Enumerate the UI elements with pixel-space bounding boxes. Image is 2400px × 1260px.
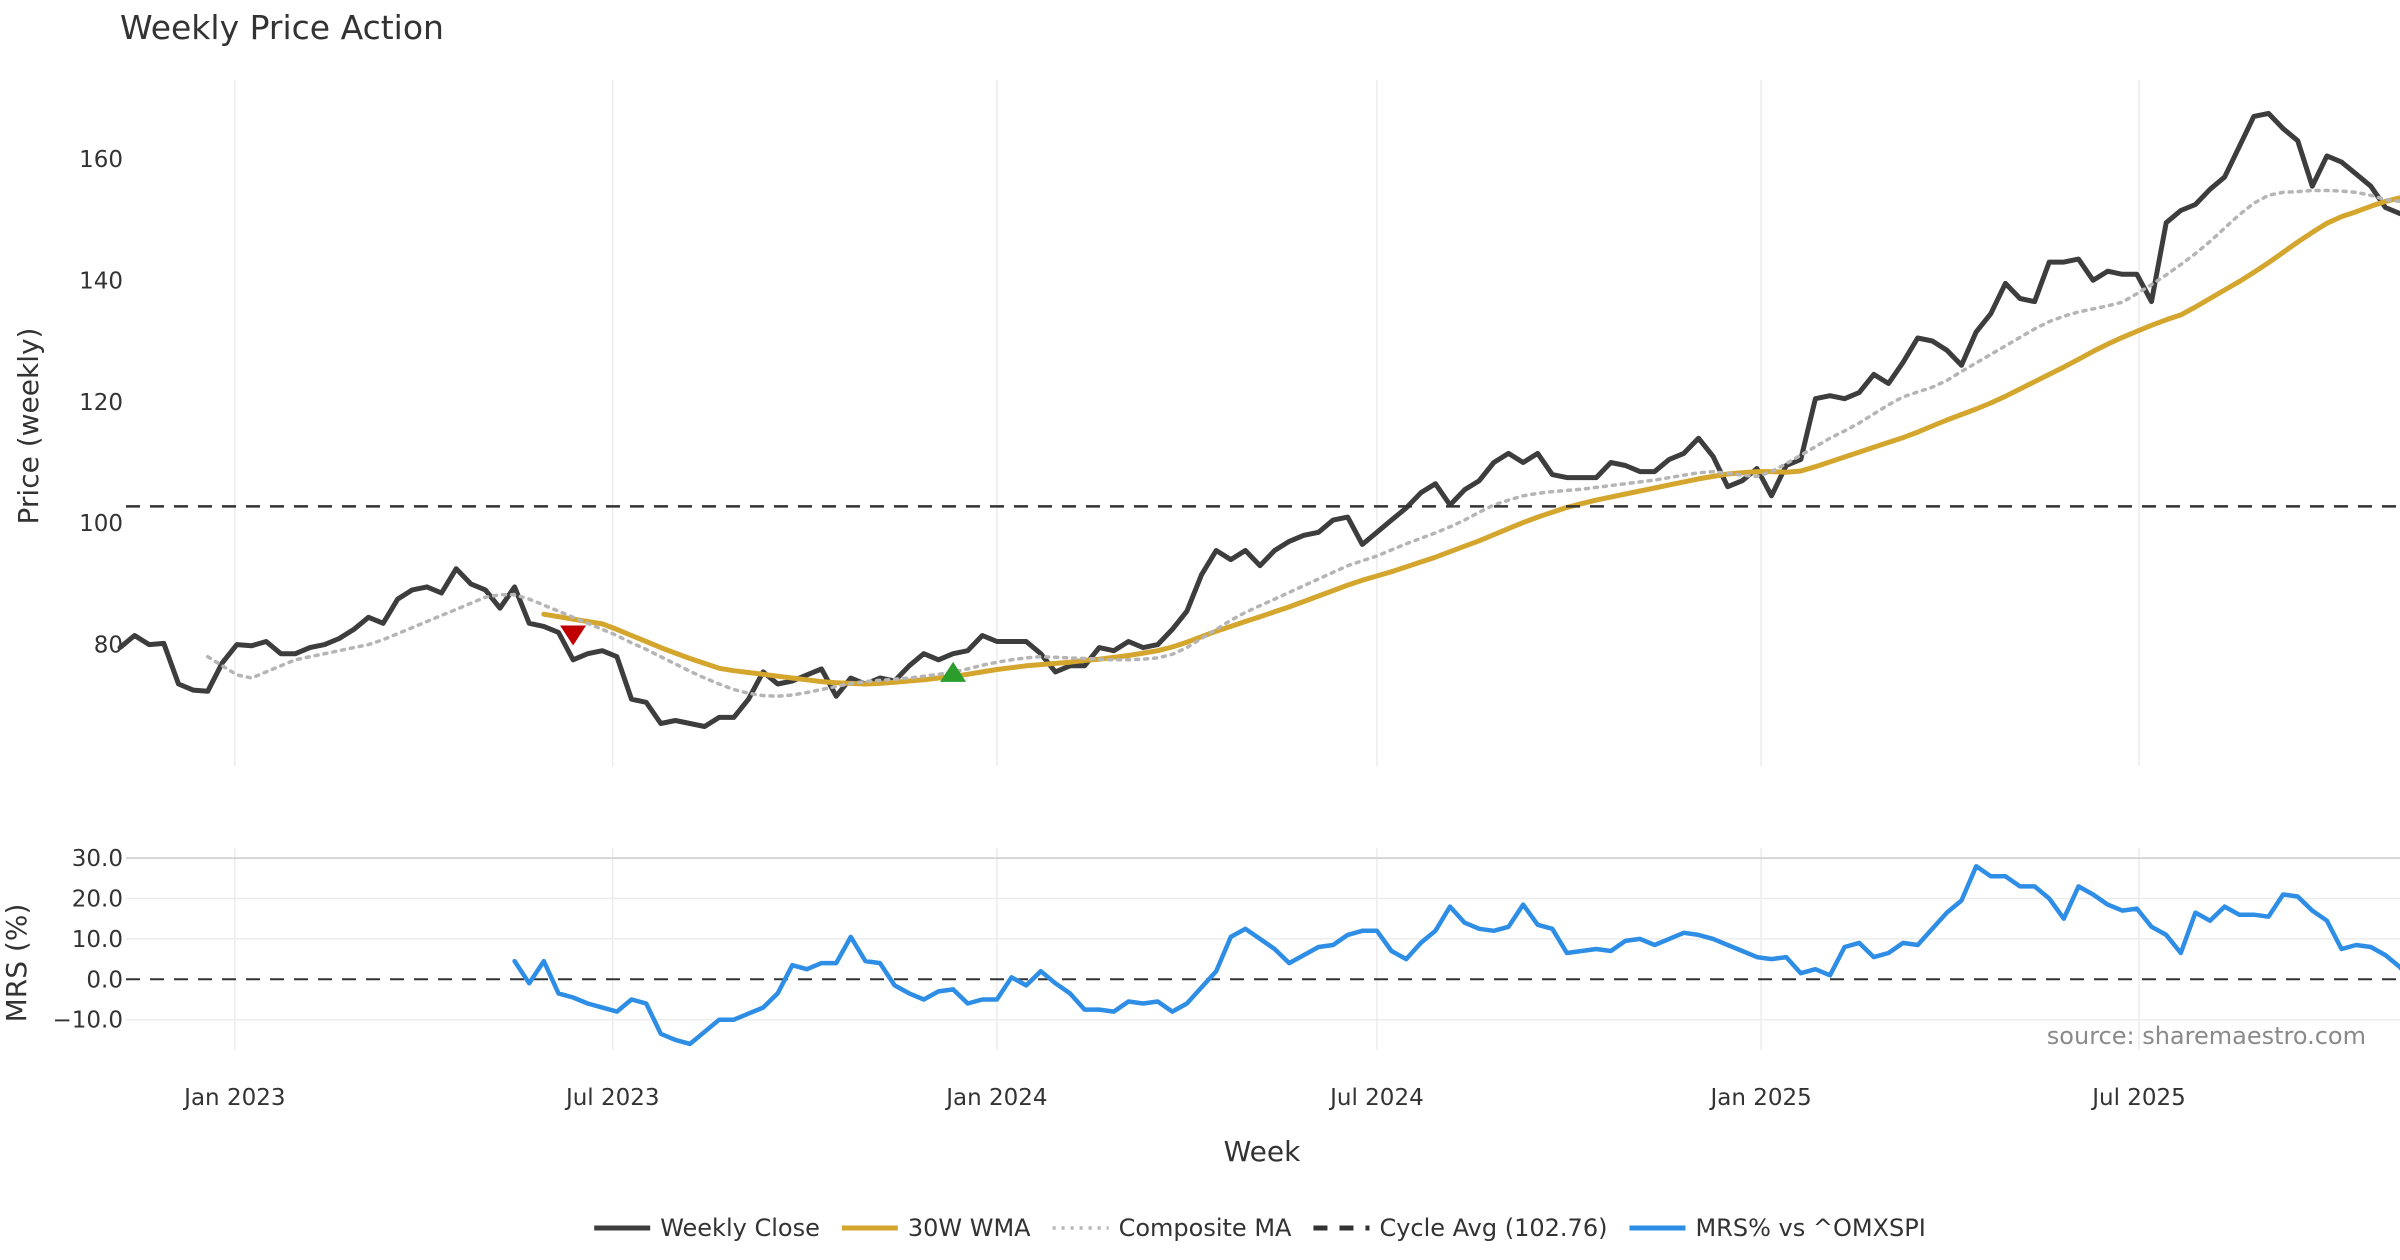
mrs-y-tick: 10.0 [72, 927, 123, 953]
signal-markers [560, 625, 967, 682]
legend-item-cycle-avg-102-76: Cycle Avg (102.76) [1313, 1214, 1607, 1242]
x-tick-label: Jan 2023 [182, 1085, 285, 1111]
legend-label: Weekly Close [660, 1214, 820, 1242]
mrs-lines [126, 863, 2400, 1047]
source-note: source: sharemaestro.com [2047, 1022, 2366, 1050]
price-y-tick: 160 [79, 147, 123, 173]
mrs-panel: −10.0 0.0 10.0 20.0 30.0 [53, 846, 2400, 1050]
series-composite-ma [205, 188, 2400, 698]
x-tick-label: Jul 2025 [2090, 1085, 2186, 1111]
x-tick-label: Jul 2024 [1328, 1085, 1424, 1111]
buy-signal-marker [940, 661, 967, 682]
chart-title: Weekly Price Action [120, 8, 444, 47]
mrs-y-tick: 30.0 [72, 846, 123, 872]
mrs-y-tick: 0.0 [86, 967, 123, 993]
legend-item-weekly-close: Weekly Close [594, 1214, 820, 1242]
sell-signal-marker [560, 625, 587, 646]
legend-label: MRS% vs ^OMXSPI [1695, 1214, 1925, 1242]
price-y-tick: 120 [79, 390, 123, 416]
x-tick-labels: Jan 2023 Jul 2023 Jan 2024 Jul 2024 Jan 2025… [182, 1085, 2186, 1111]
price-y-tick: 80 [94, 633, 123, 659]
x-tick-label: Jul 2023 [564, 1085, 660, 1111]
mrs-y-axis-label: MRS (%) [0, 904, 33, 1023]
legend-item-mrs-vs-omxspi: MRS% vs ^OMXSPI [1629, 1214, 1926, 1242]
price-y-ticks: 80 100 120 140 160 [79, 147, 123, 659]
series-mrs-vs-omxspi [512, 863, 2400, 1047]
x-tick-label: Jan 2024 [944, 1085, 1047, 1111]
price-y-axis-label: Price (weekly) [12, 328, 45, 525]
legend: Weekly Close 30W WMA Composite MA Cycle Avg… [594, 1214, 1926, 1242]
legend-label: 30W WMA [908, 1214, 1031, 1242]
price-y-tick: 140 [79, 268, 123, 294]
series-30w-wma [541, 195, 2400, 687]
mrs-y-tick: 20.0 [72, 887, 123, 913]
price-gridlines [234, 80, 2140, 766]
legend-item-30w-wma: 30W WMA [841, 1214, 1031, 1242]
legend-item-composite-ma: Composite MA [1052, 1214, 1292, 1242]
price-lines [117, 110, 2400, 729]
mrs-y-ticks: −10.0 0.0 10.0 20.0 30.0 [53, 846, 123, 1034]
price-y-tick: 100 [79, 511, 123, 537]
price-panel: 80 100 120 140 160 [79, 80, 2400, 766]
x-axis-label: Week [1224, 1135, 1301, 1168]
mrs-y-tick: −10.0 [53, 1008, 123, 1034]
series-weekly-close [117, 110, 2400, 729]
x-tick-label: Jan 2025 [1708, 1085, 1811, 1111]
legend-label: Composite MA [1119, 1214, 1292, 1242]
legend-label: Cycle Avg (102.76) [1379, 1214, 1607, 1242]
